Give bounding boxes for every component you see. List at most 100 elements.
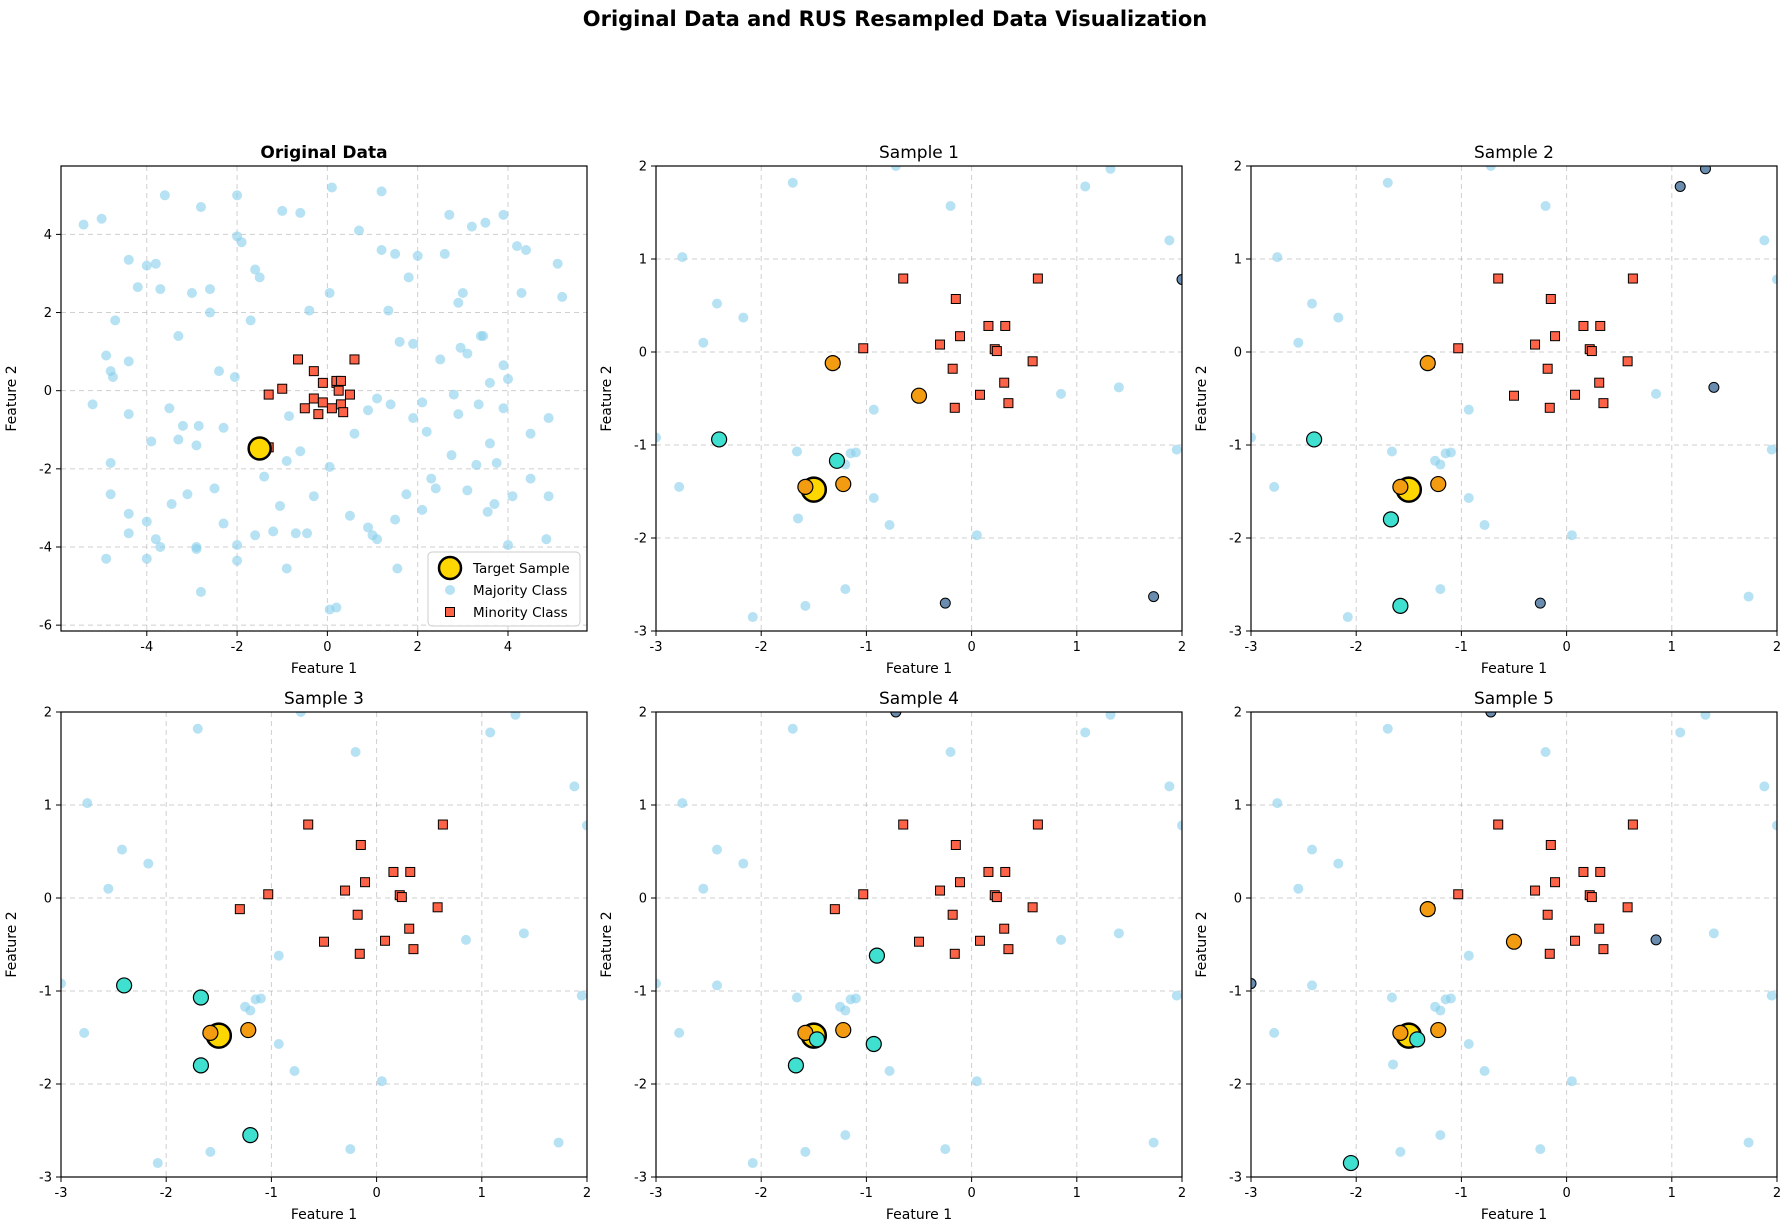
majority-point <box>1566 530 1577 541</box>
y-tick-label: 1 <box>639 253 647 268</box>
majority-point <box>421 426 432 437</box>
majority-point <box>455 342 466 353</box>
majority-point <box>281 563 292 574</box>
legend-target-marker <box>437 555 463 581</box>
neighbor-orange-point <box>835 1021 852 1039</box>
legend-minority-label: Minority Class <box>473 605 568 621</box>
x-tick-label: 1 <box>1073 640 1081 655</box>
majority-point <box>439 248 450 259</box>
x-tick-label: 0 <box>967 1186 975 1201</box>
majority-point <box>553 1137 564 1148</box>
y-axis-label: Feature 2 <box>1194 365 1210 431</box>
majority-point <box>1463 1039 1474 1050</box>
x-tick-label: -1 <box>860 640 873 655</box>
majority-point <box>1743 1137 1754 1148</box>
panel-title: Sample 3 <box>284 689 364 709</box>
x-tick-label: 0 <box>372 1186 380 1201</box>
x-tick-label: 0 <box>967 640 975 655</box>
majority-point <box>1164 235 1175 246</box>
majority-point <box>1463 493 1474 504</box>
majority-point <box>1056 388 1067 399</box>
majority-point <box>255 993 266 1004</box>
y-tick-label: 2 <box>639 706 647 721</box>
majority-point <box>525 428 536 439</box>
minority-point <box>983 866 994 877</box>
majority-point <box>552 258 563 269</box>
majority-point <box>177 420 188 431</box>
majority-point <box>150 534 161 545</box>
majority-point <box>232 555 243 566</box>
y-axis-label: Feature 2 <box>599 911 615 977</box>
minority-point <box>396 892 407 903</box>
y-tick-label: 1 <box>639 799 647 814</box>
majority-point <box>1293 883 1304 894</box>
minority-point <box>1027 902 1038 913</box>
y-tick-label: 1 <box>44 799 52 814</box>
axes-frame <box>1250 165 1778 632</box>
neighbor-orange-point <box>824 355 841 372</box>
majority-point <box>557 291 568 302</box>
x-axis-label: Feature 1 <box>291 661 357 677</box>
neighbor-orange-point <box>1392 478 1409 495</box>
x-tick-label: -2 <box>160 1186 173 1201</box>
majority-point <box>502 373 513 384</box>
majority-point <box>250 530 261 541</box>
minority-point <box>999 923 1010 934</box>
majority-point <box>173 330 184 341</box>
minority-point <box>234 904 245 915</box>
y-axis-label: Feature 2 <box>4 911 20 977</box>
majority-point <box>107 372 118 383</box>
plot-points <box>1251 712 1777 1172</box>
majority-point <box>945 200 956 211</box>
majority-point <box>79 1027 90 1038</box>
majority-point <box>245 315 256 326</box>
minority-point <box>1003 944 1014 955</box>
majority-point <box>453 297 464 308</box>
majority-point <box>510 712 521 720</box>
majority-point <box>390 514 401 525</box>
y-tick-label: 4 <box>44 228 52 243</box>
majority-point <box>1148 1137 1159 1148</box>
neighbor-orange-point <box>202 1024 219 1041</box>
plot-points <box>656 712 1182 1169</box>
minority-point <box>949 948 960 959</box>
x-tick-label: -3 <box>1245 640 1258 655</box>
majority-point <box>884 519 895 530</box>
y-tick-label: 0 <box>1234 346 1242 361</box>
majority-point <box>712 844 723 855</box>
x-tick-label: -3 <box>650 640 663 655</box>
majority-point <box>232 190 243 201</box>
majority-point <box>204 284 215 295</box>
panel-sample-1: -3 -2 -1 0 1 2 -3 -2 -1 0 1 2 Sample 1 Feature 1 Featu… <box>599 143 1186 677</box>
majority-point <box>890 166 901 171</box>
majority-point <box>840 1005 851 1016</box>
majority-point <box>1105 166 1116 174</box>
majority-point <box>123 528 134 539</box>
legend-majority-label: Majority Class <box>473 583 567 599</box>
y-tick-label: -1 <box>39 985 52 1000</box>
majority-point <box>1388 1059 1399 1070</box>
selected-majority-point <box>890 712 902 718</box>
majority-point <box>1759 781 1770 792</box>
majority-point <box>363 405 374 416</box>
y-tick-label: 2 <box>44 306 52 321</box>
y-tick-label: 0 <box>639 892 647 907</box>
majority-point <box>656 978 661 989</box>
majority-point <box>61 978 66 989</box>
majority-point <box>103 883 114 894</box>
majority-point <box>787 723 798 734</box>
majority-point <box>218 518 229 529</box>
majority-point <box>274 500 285 511</box>
minority-point <box>1594 377 1605 388</box>
minority-point <box>914 936 924 947</box>
majority-point <box>507 491 518 502</box>
majority-point <box>800 1146 811 1157</box>
minority-point <box>1545 293 1556 304</box>
majority-point <box>376 1076 387 1087</box>
minority-point <box>1544 948 1555 959</box>
minority-point <box>308 366 319 377</box>
minority-point <box>947 363 958 374</box>
majority-point <box>582 820 587 831</box>
axes-frame <box>60 711 588 1178</box>
selected-majority-point <box>1699 166 1711 175</box>
